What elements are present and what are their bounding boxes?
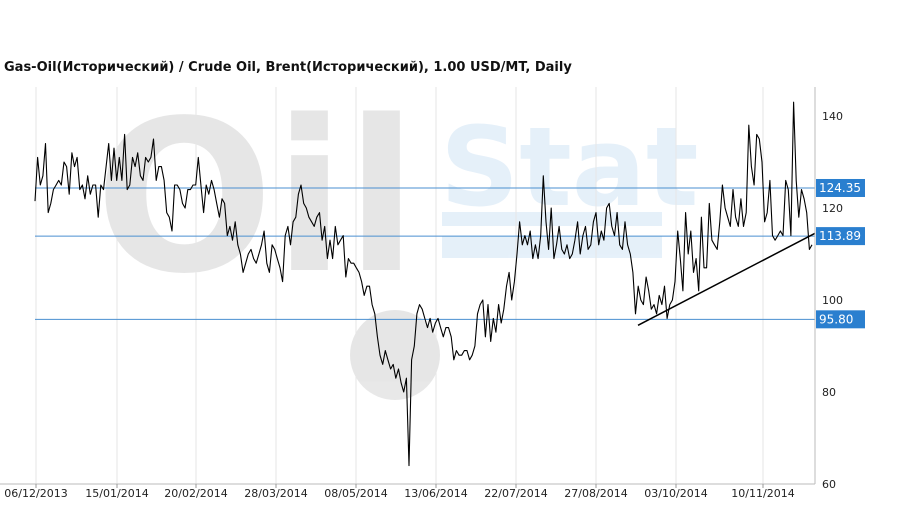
x-tick-label: 10/11/2014: [731, 487, 794, 500]
level-label-box: [816, 310, 865, 329]
x-tick-label: 13/06/2014: [404, 487, 467, 500]
watermark-stat-text: Stat: [440, 103, 699, 231]
x-tick-label: 15/01/2014: [85, 487, 148, 500]
y-tick-label: 60: [822, 478, 836, 491]
y-tick-label: 100: [822, 294, 843, 307]
y-tick-label: 140: [822, 110, 843, 123]
series-line: [34, 101, 813, 467]
level-label-box: [816, 227, 865, 246]
watermark-drop-icon: [350, 310, 440, 400]
x-tick-label: 03/10/2014: [644, 487, 707, 500]
chart-title: Gas-Oil(Исторический) / Crude Oil, Brent…: [4, 60, 572, 75]
x-tick-label: 27/08/2014: [564, 487, 627, 500]
watermark-bar-icon: [442, 236, 662, 258]
x-tick-label: 06/12/2013: [4, 487, 67, 500]
x-tick-label: 28/03/2014: [244, 487, 307, 500]
x-tick-label: 20/02/2014: [164, 487, 227, 500]
trendline: [637, 232, 816, 326]
x-tick-label: 22/07/2014: [484, 487, 547, 500]
watermark-oil-text: Oil: [95, 75, 418, 320]
y-tick-label: 120: [822, 202, 843, 215]
x-tick-label: 08/05/2014: [324, 487, 387, 500]
level-label: 95.80: [819, 312, 853, 326]
level-label: 124.35: [819, 181, 861, 195]
y-tick-label: 80: [822, 386, 836, 399]
level-label-box: [816, 178, 865, 197]
level-label: 113.89: [819, 229, 861, 243]
watermark-logo: Oil Stat: [95, 75, 699, 400]
